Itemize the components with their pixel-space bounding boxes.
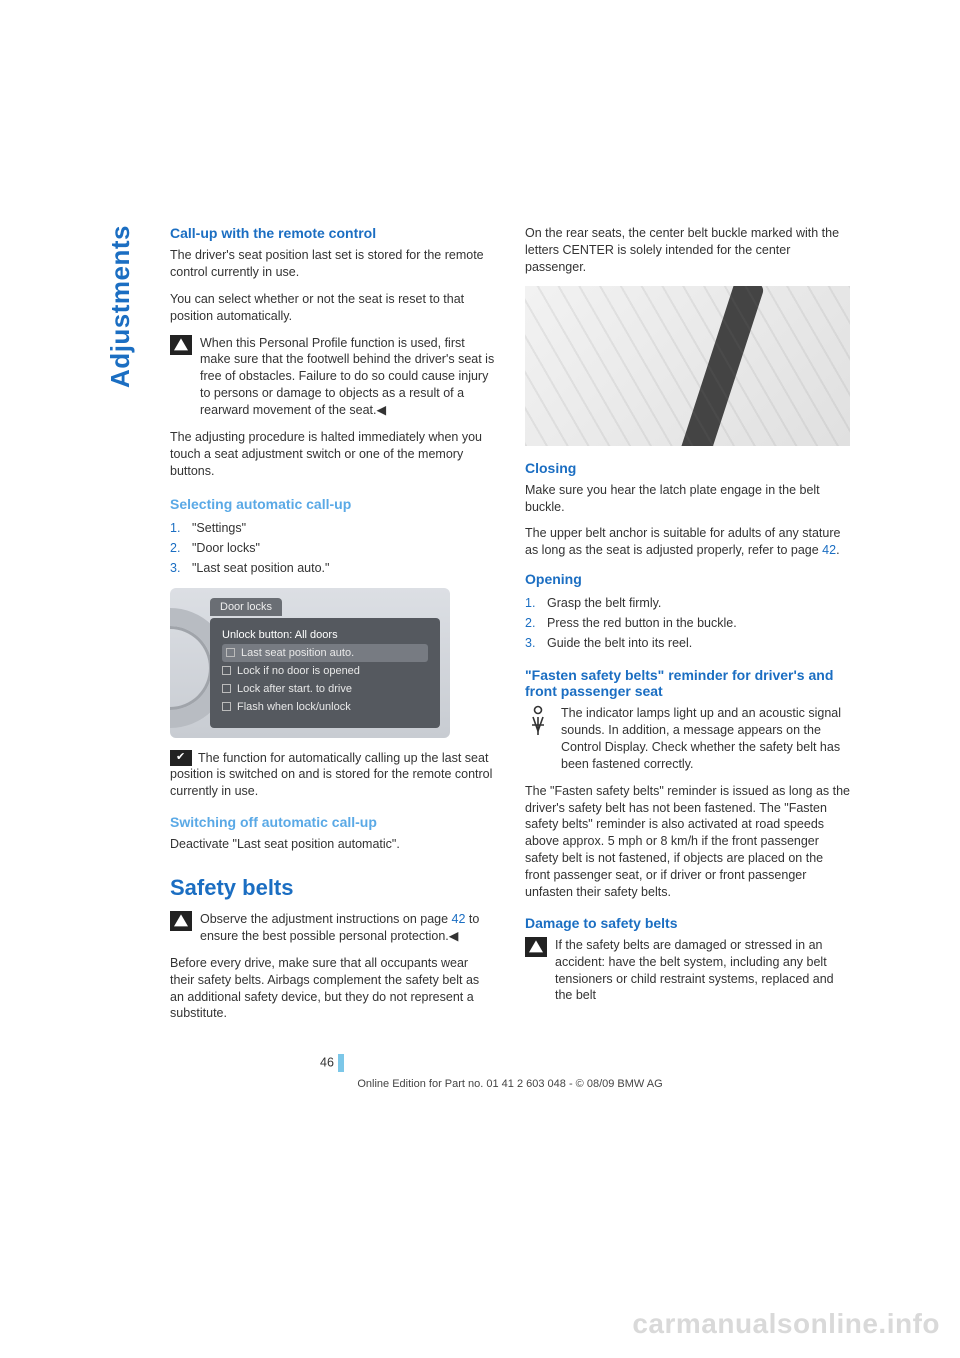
indicator-text: The indicator lamps light up and an acou… (561, 705, 850, 773)
para: The adjusting procedure is halted immedi… (170, 429, 495, 480)
heading-callup: Call-up with the remote control (170, 225, 495, 241)
step-item: Grasp the belt firmly. (525, 593, 850, 613)
screenshot-item: Flash when lock/unlock (222, 698, 428, 716)
warning-block: When this Personal Profile function is u… (170, 335, 495, 419)
para: The upper belt anchor is suitable for ad… (525, 525, 850, 559)
page-link[interactable]: 42 (822, 543, 836, 557)
para: Make sure you hear the latch plate engag… (525, 482, 850, 516)
check-para: The function for automatically calling u… (170, 750, 495, 801)
para: Deactivate "Last seat position automatic… (170, 836, 495, 853)
heading-safety-belts: Safety belts (170, 875, 495, 901)
seatbelt-indicator-icon (525, 705, 551, 739)
para: On the rear seats, the center belt buckl… (525, 225, 850, 276)
indicator-block: The indicator lamps light up and an acou… (525, 705, 850, 773)
watermark: carmanualsonline.info (632, 1308, 940, 1340)
heading-selecting: Selecting automatic call-up (170, 496, 495, 512)
warning-icon (170, 335, 192, 355)
seatbelt-illustration (525, 286, 850, 446)
warning-text: When this Personal Profile function is u… (200, 335, 495, 419)
screenshot-item: Lock if no door is opened (222, 662, 428, 680)
step-item: Press the red button in the buckle. (525, 613, 850, 633)
warning-text: Observe the adjustment instructions on p… (200, 911, 495, 945)
step-item: Guide the belt into its reel. (525, 633, 850, 653)
steps-list: Grasp the belt firmly. Press the red but… (525, 593, 850, 653)
heading-damage: Damage to safety belts (525, 915, 850, 931)
left-column: Call-up with the remote control The driv… (170, 225, 495, 1032)
heading-fasten-reminder: "Fasten safety belts" reminder for drive… (525, 667, 850, 699)
steps-list: "Settings" "Door locks" "Last seat posit… (170, 518, 495, 578)
page-number-block: 46 (170, 1054, 850, 1072)
warning-block: If the safety belts are damaged or stres… (525, 937, 850, 1005)
screenshot-header: Unlock button: All doors (222, 626, 428, 644)
page-number: 46 (320, 1056, 334, 1070)
warning-text: If the safety belts are damaged or stres… (555, 937, 850, 1005)
page-content: Call-up with the remote control The driv… (170, 225, 850, 1090)
heading-opening: Opening (525, 571, 850, 587)
para: The driver's seat position last set is s… (170, 247, 495, 281)
step-item: "Last seat position auto." (170, 558, 495, 578)
para: Before every drive, make sure that all o… (170, 955, 495, 1023)
warning-icon (525, 937, 547, 957)
right-column: On the rear seats, the center belt buckl… (525, 225, 850, 1032)
para: You can select whether or not the seat i… (170, 291, 495, 325)
screenshot-tab: Door locks (210, 598, 282, 616)
heading-closing: Closing (525, 460, 850, 476)
para: The "Fasten safety belts" reminder is is… (525, 783, 850, 901)
heading-switching-off: Switching off automatic call-up (170, 814, 495, 830)
screenshot-item: Last seat position auto. (222, 644, 428, 662)
idrive-screenshot: Door locks Unlock button: All doors Last… (170, 588, 450, 738)
footer-text: Online Edition for Part no. 01 41 2 603 … (170, 1078, 850, 1090)
step-item: "Settings" (170, 518, 495, 538)
side-section-label: Adjustments (105, 225, 136, 388)
warning-block: Observe the adjustment instructions on p… (170, 911, 495, 945)
screenshot-item: Lock after start. to drive (222, 680, 428, 698)
check-icon (170, 750, 192, 766)
warning-icon (170, 911, 192, 931)
page-link[interactable]: 42 (452, 912, 466, 926)
step-item: "Door locks" (170, 538, 495, 558)
